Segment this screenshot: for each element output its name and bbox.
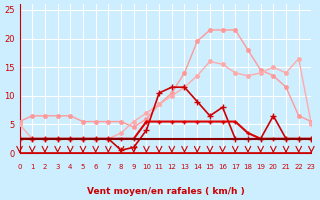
X-axis label: Vent moyen/en rafales ( km/h ): Vent moyen/en rafales ( km/h ) [87,187,244,196]
